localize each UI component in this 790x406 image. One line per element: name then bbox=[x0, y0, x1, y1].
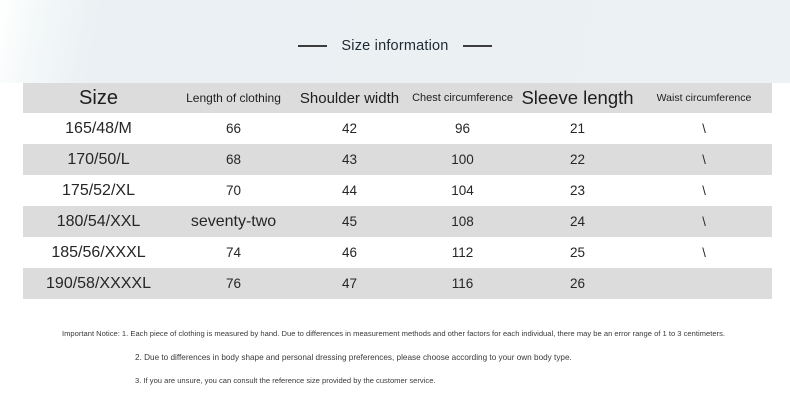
col-header-chest: Chest circumference bbox=[406, 83, 519, 113]
table-row: 190/58/XXXXL 76 47 116 26 bbox=[23, 268, 772, 299]
cell-chest: 104 bbox=[406, 175, 519, 206]
cell-chest: 108 bbox=[406, 206, 519, 237]
cell-shoulder: 47 bbox=[293, 268, 406, 299]
cell-length: 68 bbox=[174, 144, 293, 175]
cell-chest: 116 bbox=[406, 268, 519, 299]
cell-sleeve: 23 bbox=[519, 175, 636, 206]
cell-waist: \ bbox=[636, 144, 772, 175]
top-background-band bbox=[0, 0, 790, 83]
cell-size: 165/48/M bbox=[23, 113, 174, 144]
cell-length: seventy-two bbox=[174, 206, 293, 237]
cell-size: 190/58/XXXXL bbox=[23, 268, 174, 299]
cell-waist: \ bbox=[636, 237, 772, 268]
cell-length: 70 bbox=[174, 175, 293, 206]
page-title: Size information bbox=[341, 38, 449, 54]
table-row: 175/52/XL 70 44 104 23 \ bbox=[23, 175, 772, 206]
cell-waist bbox=[636, 268, 772, 299]
cell-waist: \ bbox=[636, 113, 772, 144]
cell-shoulder: 44 bbox=[293, 175, 406, 206]
table-row: 185/56/XXXL 74 46 112 25 \ bbox=[23, 237, 772, 268]
cell-chest: 100 bbox=[406, 144, 519, 175]
col-header-size: Size bbox=[23, 83, 174, 113]
cell-sleeve: 25 bbox=[519, 237, 636, 268]
cell-size: 175/52/XL bbox=[23, 175, 174, 206]
cell-length: 66 bbox=[174, 113, 293, 144]
note-2: 2. Due to differences in body shape and … bbox=[135, 353, 572, 362]
note-important-notice: Important Notice: 1. Each piece of cloth… bbox=[62, 329, 725, 338]
cell-sleeve: 26 bbox=[519, 268, 636, 299]
note-3: 3. If you are unsure, you can consult th… bbox=[135, 376, 436, 385]
col-header-length: Length of clothing bbox=[174, 83, 293, 113]
title-dash-left bbox=[298, 45, 328, 47]
title-dash-right bbox=[462, 45, 492, 47]
table-row: 170/50/L 68 43 100 22 \ bbox=[23, 144, 772, 175]
table-row: 180/54/XXL seventy-two 45 108 24 \ bbox=[23, 206, 772, 237]
cell-length: 76 bbox=[174, 268, 293, 299]
cell-size: 170/50/L bbox=[23, 144, 174, 175]
cell-size: 185/56/XXXL bbox=[23, 237, 174, 268]
cell-chest: 112 bbox=[406, 237, 519, 268]
cell-sleeve: 22 bbox=[519, 144, 636, 175]
table-row: 165/48/M 66 42 96 21 \ bbox=[23, 113, 772, 144]
size-table: Size Length of clothing Shoulder width C… bbox=[23, 83, 772, 299]
cell-shoulder: 43 bbox=[293, 144, 406, 175]
col-header-shoulder: Shoulder width bbox=[293, 83, 406, 113]
cell-shoulder: 45 bbox=[293, 206, 406, 237]
col-header-sleeve: Sleeve length bbox=[519, 83, 636, 113]
cell-length: 74 bbox=[174, 237, 293, 268]
cell-shoulder: 46 bbox=[293, 237, 406, 268]
cell-waist: \ bbox=[636, 206, 772, 237]
cell-waist: \ bbox=[636, 175, 772, 206]
cell-chest: 96 bbox=[406, 113, 519, 144]
cell-sleeve: 21 bbox=[519, 113, 636, 144]
cell-shoulder: 42 bbox=[293, 113, 406, 144]
table-header-row: Size Length of clothing Shoulder width C… bbox=[23, 83, 772, 113]
cell-size: 180/54/XXL bbox=[23, 206, 174, 237]
title-row: Size information bbox=[0, 36, 790, 56]
cell-sleeve: 24 bbox=[519, 206, 636, 237]
col-header-waist: Waist circumference bbox=[636, 83, 772, 113]
